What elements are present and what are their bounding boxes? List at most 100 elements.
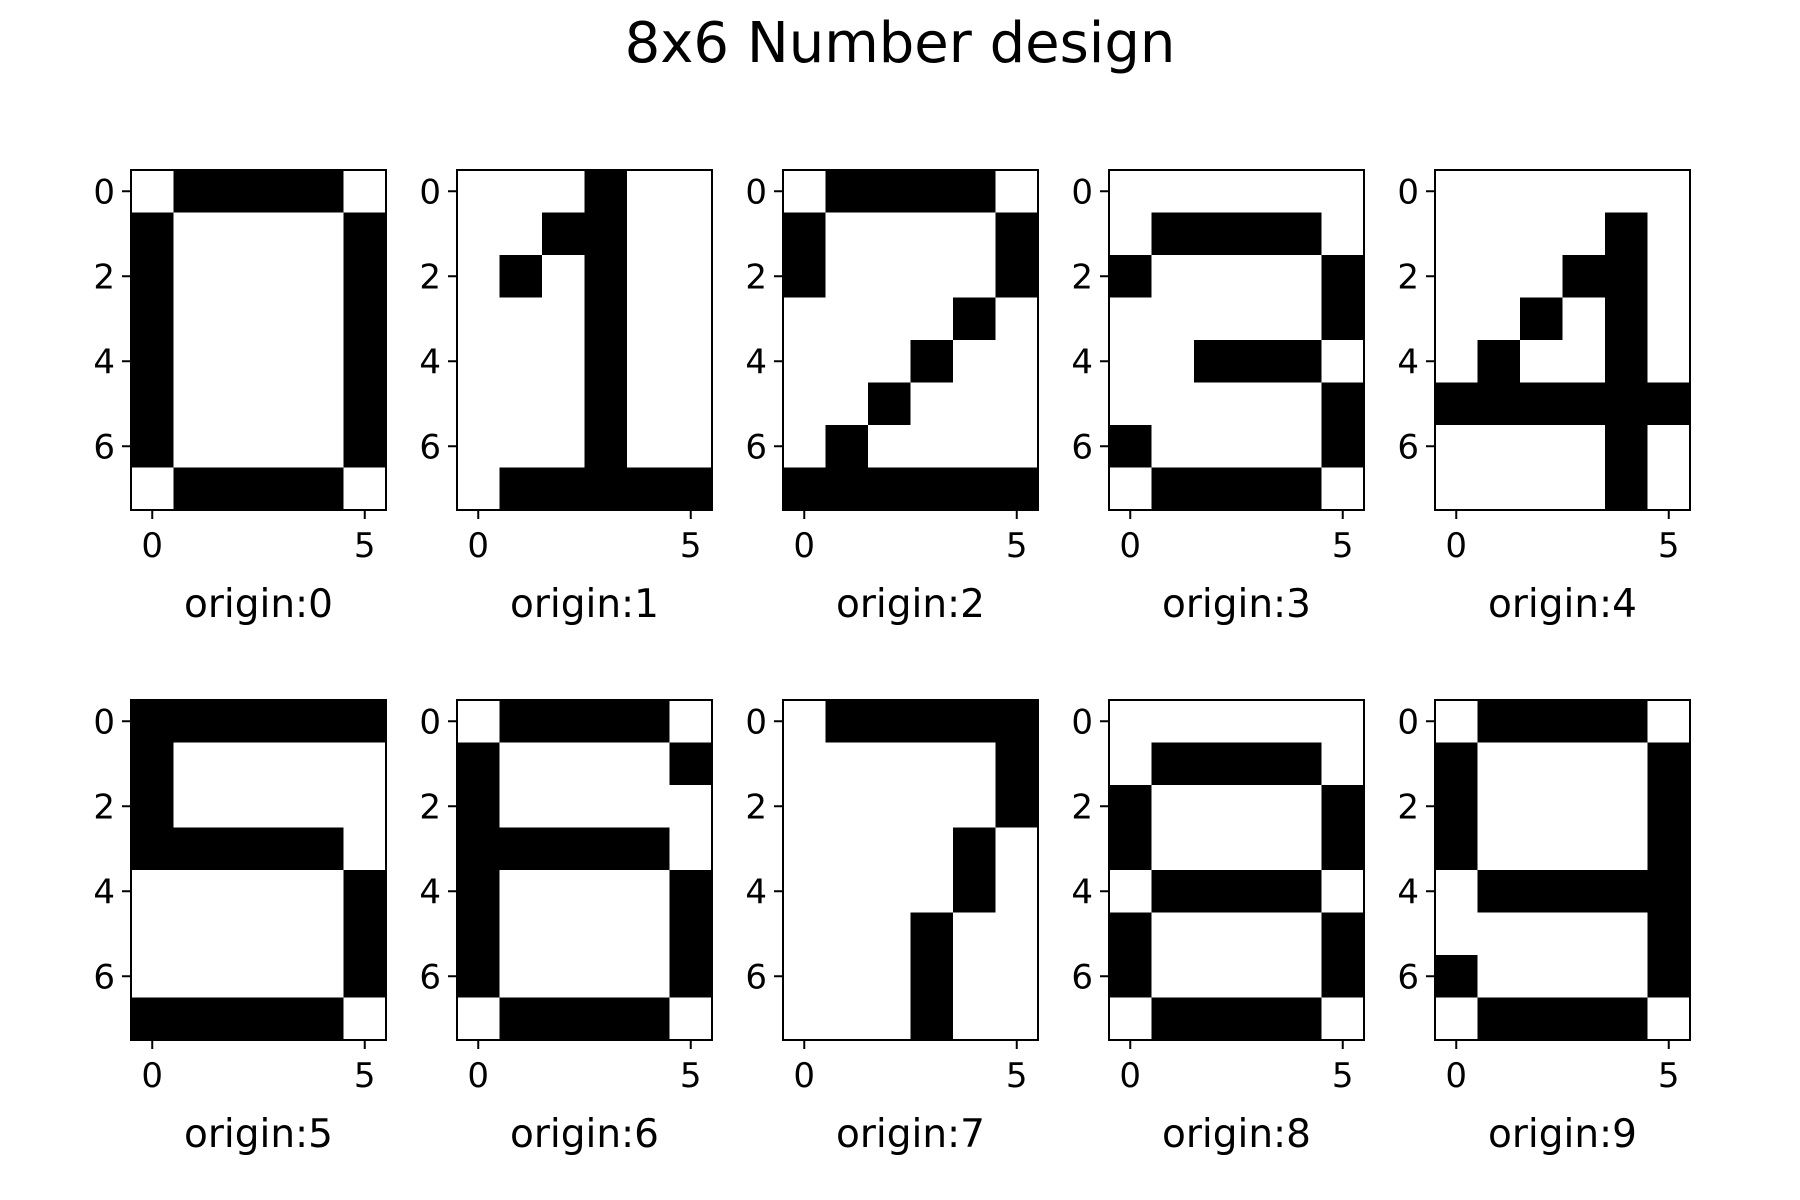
heatmap-cell: [868, 912, 912, 956]
heatmap-cell: [1562, 297, 1606, 341]
heatmap-cell: [1647, 827, 1691, 871]
heatmap-cell: [627, 382, 671, 426]
x-tick-label: 0: [793, 526, 815, 566]
heatmap-cell: [1194, 467, 1238, 511]
x-tick-label: 5: [680, 526, 702, 566]
heatmap-cell: [1321, 955, 1365, 999]
x-tick-label: 5: [1006, 1056, 1028, 1096]
heatmap-cell: [343, 700, 387, 744]
y-tick-label: 0: [1397, 172, 1419, 212]
heatmap-cell: [1151, 340, 1195, 384]
heatmap-cell: [1321, 997, 1365, 1041]
heatmap-cell: [301, 700, 345, 744]
heatmap-cell: [584, 297, 628, 341]
y-tick-label: 0: [1071, 172, 1093, 212]
heatmap-cell: [910, 785, 954, 829]
heatmap-cell: [173, 700, 217, 744]
y-tick-label: 0: [745, 172, 767, 212]
heatmap-cell: [499, 742, 543, 786]
heatmap-cell: [1477, 870, 1521, 914]
heatmap-cell: [1151, 382, 1195, 426]
heatmap-cell: [1194, 785, 1238, 829]
heatmap-cell: [1562, 382, 1606, 426]
heatmap-cell: [499, 255, 543, 299]
heatmap-cell: [1605, 955, 1649, 999]
y-tick-label: 2: [1071, 787, 1093, 827]
heatmap-cell: [1236, 255, 1280, 299]
heatmap-cell: [584, 955, 628, 999]
y-tick-label: 6: [1071, 427, 1093, 467]
heatmap-cell: [216, 255, 260, 299]
heatmap-cell: [1605, 700, 1649, 744]
heatmap-cell: [783, 340, 827, 384]
heatmap-cell: [825, 827, 869, 871]
heatmap-cell: [1194, 382, 1238, 426]
heatmap-cell: [1321, 170, 1365, 214]
y-tick-label: 2: [1397, 257, 1419, 297]
heatmap-cell: [343, 212, 387, 256]
heatmap-cell: [627, 955, 671, 999]
heatmap-cell: [1194, 997, 1238, 1041]
heatmap-cell: [1109, 912, 1153, 956]
heatmap-cell: [1477, 912, 1521, 956]
heatmap-cell: [343, 785, 387, 829]
heatmap-cell: [131, 997, 175, 1041]
heatmap-cell: [216, 297, 260, 341]
y-tick-label: 4: [93, 872, 115, 912]
heatmap-cell: [343, 955, 387, 999]
panel-xlabel: origin:9: [1488, 1112, 1637, 1157]
heatmap-cell: [1477, 785, 1521, 829]
heatmap-cell: [1647, 212, 1691, 256]
heatmap-cell: [584, 382, 628, 426]
heatmap-cell: [627, 340, 671, 384]
heatmap-cell: [584, 997, 628, 1041]
heatmap-cell: [216, 212, 260, 256]
heatmap-cell: [1236, 425, 1280, 469]
heatmap-cell: [868, 955, 912, 999]
heatmap-cell: [1109, 870, 1153, 914]
heatmap-cell: [1321, 212, 1365, 256]
heatmap-cell: [868, 997, 912, 1041]
axes-frame: [1434, 699, 1691, 1041]
heatmap-cell: [457, 255, 501, 299]
heatmap-cell: [1477, 742, 1521, 786]
heatmap-cell: [1562, 997, 1606, 1041]
heatmap-cell: [301, 425, 345, 469]
axes-frame: [456, 169, 713, 511]
x-tick-label: 5: [354, 526, 376, 566]
heatmap-cell: [1194, 425, 1238, 469]
heatmap-cell: [1435, 467, 1479, 511]
heatmap-cell: [499, 827, 543, 871]
heatmap-cell: [1194, 955, 1238, 999]
digit-panel: 0 2 4 6 0 5 origin:1: [419, 169, 713, 627]
heatmap-cell: [173, 297, 217, 341]
heatmap-cell: [669, 912, 713, 956]
digit-panels: 0 2 4 6 0 5 origin:0 0 2 4 6 0 5 origin:1 0 2 4 6 0 5 origin…: [93, 169, 1691, 1157]
heatmap-cell: [1151, 912, 1195, 956]
heatmap-cell: [1647, 297, 1691, 341]
heatmap-cell: [301, 170, 345, 214]
axes-frame: [1434, 169, 1691, 511]
heatmap-cell: [131, 340, 175, 384]
heatmap-cell: [301, 467, 345, 511]
axes-frame: [1108, 699, 1365, 1041]
heatmap-cell: [1562, 700, 1606, 744]
heatmap-cell: [783, 425, 827, 469]
heatmap-cell: [1151, 297, 1195, 341]
heatmap-cell: [995, 700, 1039, 744]
heatmap-cell: [457, 700, 501, 744]
y-tick-label: 6: [419, 427, 441, 467]
heatmap-cell: [343, 870, 387, 914]
y-tick-label: 4: [419, 872, 441, 912]
digit-panel: 0 2 4 6 0 5 origin:6: [419, 699, 713, 1157]
heatmap-cell: [173, 170, 217, 214]
heatmap-cell: [1562, 827, 1606, 871]
heatmap-cell: [910, 912, 954, 956]
heatmap-cell: [1477, 340, 1521, 384]
heatmap-cell: [173, 955, 217, 999]
heatmap-cell: [584, 742, 628, 786]
heatmap-cell: [627, 700, 671, 744]
heatmap-cell: [995, 870, 1039, 914]
heatmap-cell: [1605, 382, 1649, 426]
heatmap-cell: [825, 467, 869, 511]
